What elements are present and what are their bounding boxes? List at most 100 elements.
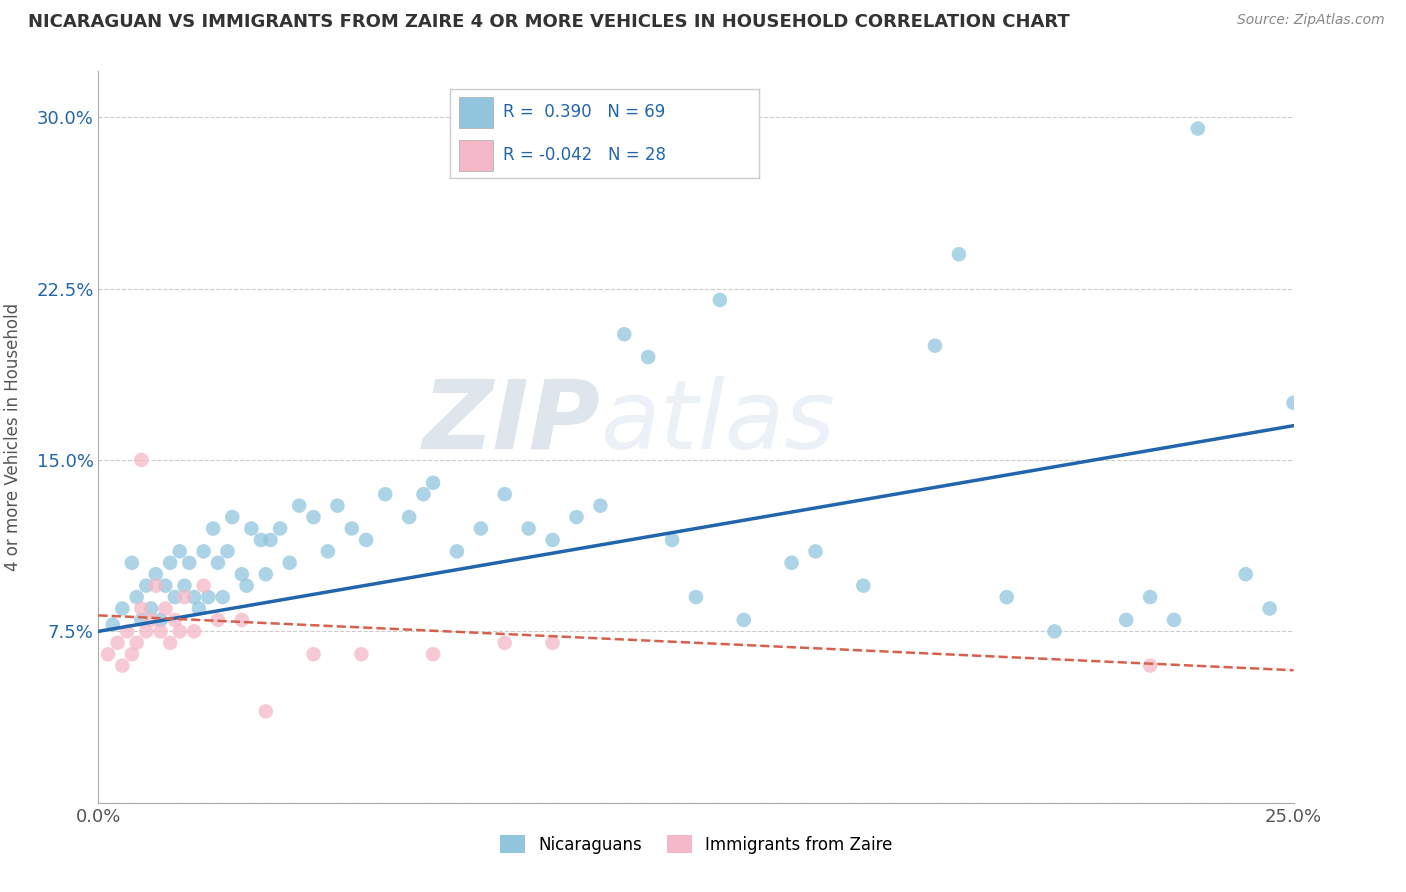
- Point: [354, 533, 377, 547]
- Point: [139, 601, 162, 615]
- Point: [1139, 590, 1161, 604]
- Point: [661, 533, 683, 547]
- Point: [187, 601, 209, 615]
- Point: [316, 544, 339, 558]
- Point: [145, 567, 167, 582]
- Point: [125, 590, 148, 604]
- Point: [173, 590, 195, 604]
- Point: [422, 647, 444, 661]
- Point: [173, 579, 195, 593]
- Point: [995, 590, 1018, 604]
- Point: [517, 521, 540, 535]
- Point: [169, 624, 191, 639]
- Point: [948, 247, 970, 261]
- Point: [155, 601, 177, 615]
- Point: [211, 590, 233, 604]
- Point: [1139, 658, 1161, 673]
- Point: [159, 556, 181, 570]
- Point: [145, 579, 167, 593]
- Point: [163, 613, 186, 627]
- Y-axis label: 4 or more Vehicles in Household: 4 or more Vehicles in Household: [4, 303, 22, 571]
- Point: [1043, 624, 1066, 639]
- Point: [107, 636, 129, 650]
- Text: R = -0.042   N = 28: R = -0.042 N = 28: [502, 146, 665, 164]
- Point: [111, 658, 134, 673]
- Point: [183, 590, 205, 604]
- Point: [163, 590, 186, 604]
- Text: ZIP: ZIP: [422, 376, 600, 469]
- Point: [637, 350, 659, 364]
- Point: [135, 579, 157, 593]
- Point: [494, 636, 516, 650]
- Point: [149, 613, 172, 627]
- Point: [1282, 396, 1305, 410]
- Point: [350, 647, 373, 661]
- Point: [541, 533, 564, 547]
- Point: [125, 636, 148, 650]
- Point: [278, 556, 301, 570]
- Point: [780, 556, 803, 570]
- Point: [446, 544, 468, 558]
- Point: [269, 521, 291, 535]
- Point: [565, 510, 588, 524]
- Point: [101, 617, 124, 632]
- Point: [733, 613, 755, 627]
- Point: [111, 601, 134, 615]
- Point: [193, 544, 215, 558]
- Point: [240, 521, 263, 535]
- Point: [254, 705, 277, 719]
- Text: atlas: atlas: [600, 376, 835, 469]
- Point: [193, 579, 215, 593]
- Point: [155, 579, 177, 593]
- Point: [1258, 601, 1281, 615]
- Point: [139, 613, 162, 627]
- Point: [169, 544, 191, 558]
- Point: [131, 601, 153, 615]
- Point: [207, 613, 229, 627]
- FancyBboxPatch shape: [460, 140, 494, 171]
- Point: [183, 624, 205, 639]
- Point: [207, 556, 229, 570]
- Point: [685, 590, 707, 604]
- Point: [1234, 567, 1257, 582]
- Point: [804, 544, 827, 558]
- Point: [288, 499, 311, 513]
- Point: [340, 521, 363, 535]
- Legend: Nicaraguans, Immigrants from Zaire: Nicaraguans, Immigrants from Zaire: [494, 829, 898, 860]
- Point: [852, 579, 875, 593]
- Point: [115, 624, 138, 639]
- FancyBboxPatch shape: [460, 97, 494, 128]
- Point: [259, 533, 281, 547]
- Point: [221, 510, 243, 524]
- Point: [541, 636, 564, 650]
- Point: [235, 579, 257, 593]
- Point: [1163, 613, 1185, 627]
- Point: [589, 499, 612, 513]
- Point: [197, 590, 219, 604]
- Point: [302, 647, 325, 661]
- Point: [398, 510, 420, 524]
- Point: [422, 475, 444, 490]
- Point: [374, 487, 396, 501]
- Point: [326, 499, 349, 513]
- Text: R =  0.390   N = 69: R = 0.390 N = 69: [502, 103, 665, 121]
- Point: [97, 647, 120, 661]
- Point: [179, 556, 201, 570]
- Point: [250, 533, 273, 547]
- Point: [494, 487, 516, 501]
- Point: [121, 556, 143, 570]
- Point: [302, 510, 325, 524]
- Point: [121, 647, 143, 661]
- Point: [149, 624, 172, 639]
- Point: [231, 567, 253, 582]
- Text: NICARAGUAN VS IMMIGRANTS FROM ZAIRE 4 OR MORE VEHICLES IN HOUSEHOLD CORRELATION : NICARAGUAN VS IMMIGRANTS FROM ZAIRE 4 OR…: [28, 13, 1070, 31]
- Point: [202, 521, 225, 535]
- Point: [470, 521, 492, 535]
- Point: [131, 613, 153, 627]
- Point: [1115, 613, 1137, 627]
- Text: Source: ZipAtlas.com: Source: ZipAtlas.com: [1237, 13, 1385, 28]
- Point: [217, 544, 239, 558]
- Point: [613, 327, 636, 342]
- Point: [131, 453, 153, 467]
- Point: [231, 613, 253, 627]
